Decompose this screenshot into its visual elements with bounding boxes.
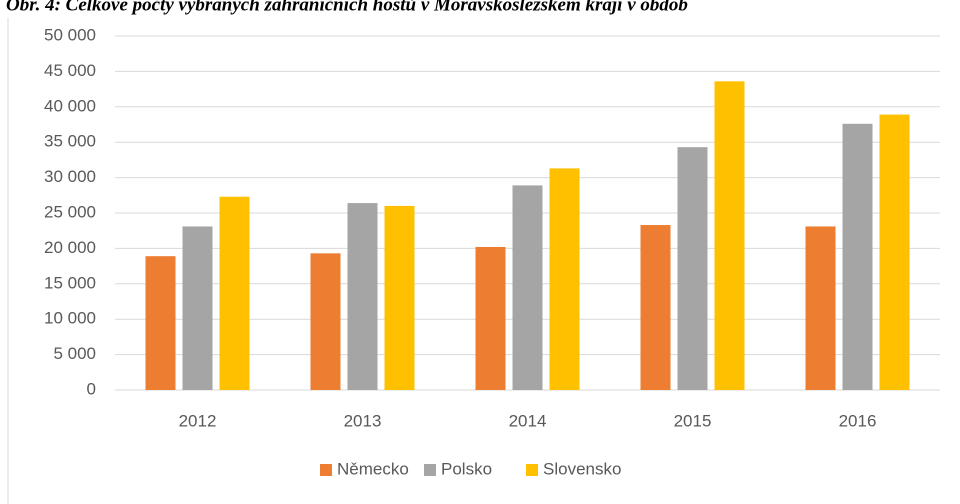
legend-label: Slovensko: [543, 459, 621, 478]
legend-swatch: [320, 464, 332, 476]
x-tick-label: 2016: [839, 411, 877, 430]
chart-title: Obr. 4: Celkové počty vybraných zahranič…: [6, 0, 688, 15]
bar: [512, 185, 543, 390]
bar: [714, 81, 745, 390]
x-tick-label: 2013: [344, 411, 382, 430]
y-tick-label: 35 000: [44, 132, 96, 151]
y-tick-label: 20 000: [44, 238, 96, 257]
y-tick-label: 50 000: [44, 25, 96, 44]
bar: [549, 168, 580, 390]
x-tick-label: 2015: [674, 411, 712, 430]
bar: [310, 253, 341, 390]
x-tick-label: 2012: [179, 411, 217, 430]
bar: [640, 225, 671, 390]
x-tick-label: 2014: [509, 411, 547, 430]
legend-label: Polsko: [441, 459, 492, 478]
y-tick-label: 0: [87, 379, 96, 398]
bar: [182, 226, 213, 390]
bar: [219, 196, 250, 390]
y-tick-label: 5 000: [53, 344, 96, 363]
y-tick-label: 40 000: [44, 96, 96, 115]
legend-label: Německo: [337, 459, 409, 478]
y-tick-label: 45 000: [44, 61, 96, 80]
bar: [384, 205, 415, 390]
bar: [347, 203, 378, 390]
y-tick-label: 25 000: [44, 202, 96, 221]
bar: [805, 226, 836, 390]
y-tick-label: 15 000: [44, 273, 96, 292]
y-tick-label: 10 000: [44, 309, 96, 328]
bar: [475, 246, 506, 390]
bar: [145, 256, 176, 390]
legend-swatch: [526, 464, 538, 476]
bar: [879, 114, 910, 390]
bar: [842, 123, 873, 391]
y-tick-label: 30 000: [44, 167, 96, 186]
legend-swatch: [424, 464, 436, 476]
bar: [677, 147, 708, 390]
